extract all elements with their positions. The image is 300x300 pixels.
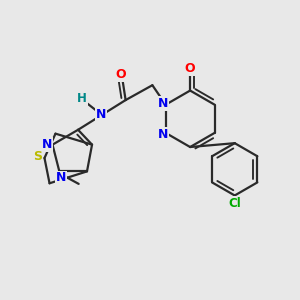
Text: H: H: [77, 92, 87, 105]
Text: Cl: Cl: [228, 197, 241, 210]
Text: N: N: [158, 128, 168, 141]
Text: N: N: [96, 108, 106, 122]
Text: N: N: [158, 97, 168, 110]
Text: N: N: [56, 171, 66, 184]
Text: S: S: [33, 150, 42, 163]
Text: N: N: [42, 138, 52, 151]
Text: O: O: [185, 62, 195, 75]
Text: O: O: [116, 68, 127, 81]
